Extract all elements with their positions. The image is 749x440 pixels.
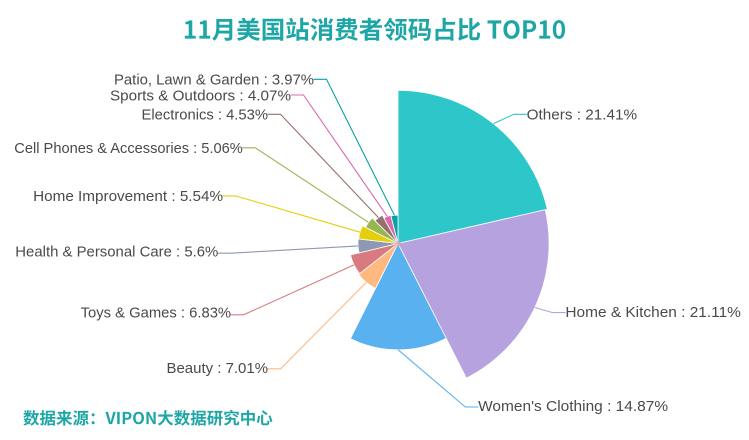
svg-text:Home Improvement : 5.54%: Home Improvement : 5.54% xyxy=(33,188,223,205)
svg-text:Patio, Lawn & Garden : 3.97%: Patio, Lawn & Garden : 3.97% xyxy=(114,72,314,89)
svg-text:Toys & Games : 6.83%: Toys & Games : 6.83% xyxy=(81,304,232,321)
svg-text:Beauty : 7.01%: Beauty : 7.01% xyxy=(167,360,269,377)
svg-text:Health & Personal Care : 5.6%: Health & Personal Care : 5.6% xyxy=(15,244,218,261)
svg-text:Sports & Outdoors : 4.07%: Sports & Outdoors : 4.07% xyxy=(110,87,291,104)
svg-text:Women's Clothing : 14.87%: Women's Clothing : 14.87% xyxy=(478,398,668,415)
svg-text:Home & Kitchen : 21.11%: Home & Kitchen : 21.11% xyxy=(565,304,741,321)
svg-text:Cell Phones & Accessories : 5.: Cell Phones & Accessories : 5.06% xyxy=(14,140,243,157)
svg-text:Others : 21.41%: Others : 21.41% xyxy=(527,107,638,124)
svg-text:Electronics : 4.53%: Electronics : 4.53% xyxy=(142,107,269,124)
